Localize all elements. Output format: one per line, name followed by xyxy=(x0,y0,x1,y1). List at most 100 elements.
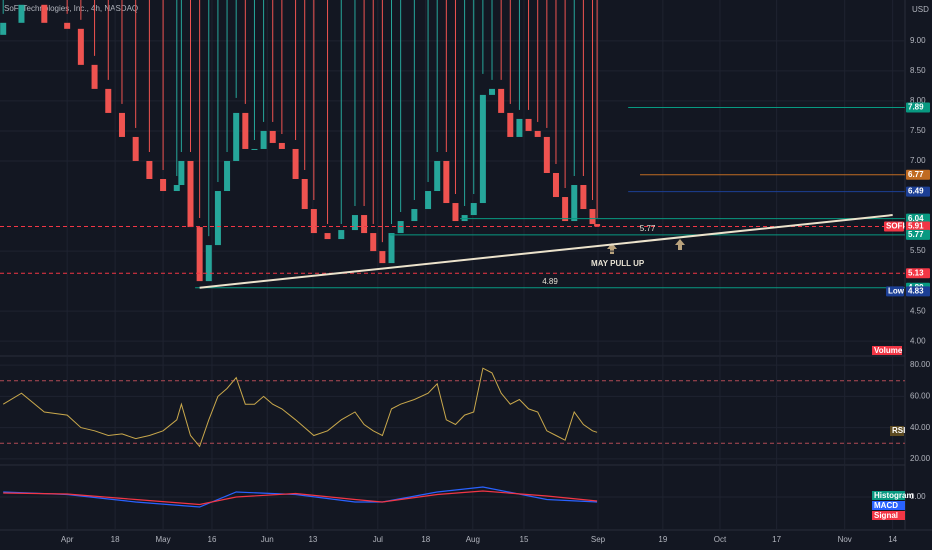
candle-body xyxy=(278,142,285,149)
rsi-tag: RSI xyxy=(892,426,905,435)
symbol-tag: SOFI xyxy=(886,222,905,231)
candle-body xyxy=(242,112,249,149)
candle-body xyxy=(178,160,185,186)
line xyxy=(3,490,598,506)
level-tag-bg xyxy=(906,213,930,224)
x-tick-label: Jul xyxy=(373,535,383,544)
legend-label: MACD xyxy=(874,501,898,510)
x-tick-label: Aug xyxy=(466,535,480,544)
candle-body xyxy=(452,203,459,222)
candle-body xyxy=(434,160,441,192)
candle-body xyxy=(397,221,404,234)
candle-body xyxy=(507,112,514,137)
candle-body xyxy=(589,209,596,225)
candle-body xyxy=(425,191,432,210)
candle-body xyxy=(324,233,331,240)
level-tag: 6.49 xyxy=(908,187,924,196)
candle-body xyxy=(516,118,523,137)
candle-body xyxy=(292,148,299,180)
candle-body xyxy=(18,4,25,23)
candle-body xyxy=(443,160,450,204)
level-tag-bg xyxy=(906,229,930,240)
candle-body xyxy=(489,88,496,95)
legend-swatch xyxy=(872,501,905,510)
annotation: MAY PULL UP xyxy=(591,259,645,268)
candle-body xyxy=(470,203,477,216)
candle-body xyxy=(160,179,167,192)
candle-body xyxy=(338,230,345,240)
legend-swatch xyxy=(872,491,905,500)
low-tag: 4.83 xyxy=(908,286,924,295)
legend-swatch xyxy=(872,511,905,520)
legend-label: Signal xyxy=(874,511,898,520)
y-tick-label: 4.00 xyxy=(910,336,926,345)
y-tick-label: 5.50 xyxy=(910,246,926,255)
candle-body xyxy=(64,22,71,29)
x-tick-label: Apr xyxy=(61,535,74,544)
candle-body xyxy=(251,148,258,150)
candle-body xyxy=(214,191,221,246)
level-tag: 6.04 xyxy=(908,214,924,223)
candle-body xyxy=(594,224,601,227)
level-tag-bg xyxy=(906,169,930,180)
level-tag: 7.89 xyxy=(908,103,924,112)
x-tick-label: 16 xyxy=(208,535,217,544)
candle-body xyxy=(187,160,194,228)
candle-body xyxy=(77,28,84,65)
candle-body xyxy=(361,215,368,234)
candle-body xyxy=(118,112,125,137)
candle-body xyxy=(543,136,550,173)
candle-body xyxy=(301,179,308,210)
candle-body xyxy=(91,64,98,89)
candle-body xyxy=(0,22,7,35)
y-tick-label: 60.00 xyxy=(910,391,931,400)
level-label: 5.77 xyxy=(640,224,656,233)
candle-body xyxy=(379,251,386,264)
candle-body xyxy=(370,233,377,252)
candle-body xyxy=(233,112,240,161)
candle-body xyxy=(196,227,203,282)
x-tick-label: 13 xyxy=(308,535,317,544)
level-tag: 6.77 xyxy=(908,170,924,179)
trend-line xyxy=(199,214,893,289)
y-tick-label: 8.50 xyxy=(910,66,926,75)
x-tick-label: Oct xyxy=(714,535,727,544)
level-tag: 5.91 xyxy=(908,222,924,231)
level-label: 4.89 xyxy=(542,277,558,286)
candle-body xyxy=(41,4,48,23)
y-tick-label: 40.00 xyxy=(910,423,931,432)
candle-body xyxy=(310,209,317,234)
y-tick-label: 0.00 xyxy=(910,492,926,501)
candle-body xyxy=(224,160,231,192)
arrow-icon xyxy=(607,243,617,254)
x-tick-label: 17 xyxy=(772,535,781,544)
symbol-tag-bg xyxy=(884,221,904,232)
candle-body xyxy=(525,118,532,131)
candle-body xyxy=(580,185,587,210)
candle-body xyxy=(571,185,578,222)
candle-body xyxy=(534,130,541,137)
candle-body xyxy=(205,245,212,282)
y-tick-label: 80.00 xyxy=(910,360,931,369)
chart-title: SoFi Technologies, Inc., 4h, NASDAQ xyxy=(4,4,138,13)
candle-body xyxy=(479,94,486,204)
y-tick-label: 4.50 xyxy=(910,306,926,315)
level-tag-bg xyxy=(906,102,930,113)
candle-body xyxy=(105,88,112,113)
candle-body xyxy=(260,130,267,149)
level-tag-bg xyxy=(906,221,930,232)
level-tag: 5.77 xyxy=(908,230,924,239)
x-tick-label: 15 xyxy=(520,535,529,544)
candle-body xyxy=(411,209,418,222)
low-label: Low xyxy=(888,286,905,295)
level-tag-bg xyxy=(906,268,930,279)
level-tag-bg xyxy=(906,186,930,197)
candle-body xyxy=(498,88,505,113)
y-tick-label: 8.00 xyxy=(910,96,926,105)
candle-body xyxy=(269,130,276,143)
x-tick-label: Jun xyxy=(261,535,274,544)
currency: USD xyxy=(912,5,929,14)
x-tick-label: 18 xyxy=(421,535,430,544)
